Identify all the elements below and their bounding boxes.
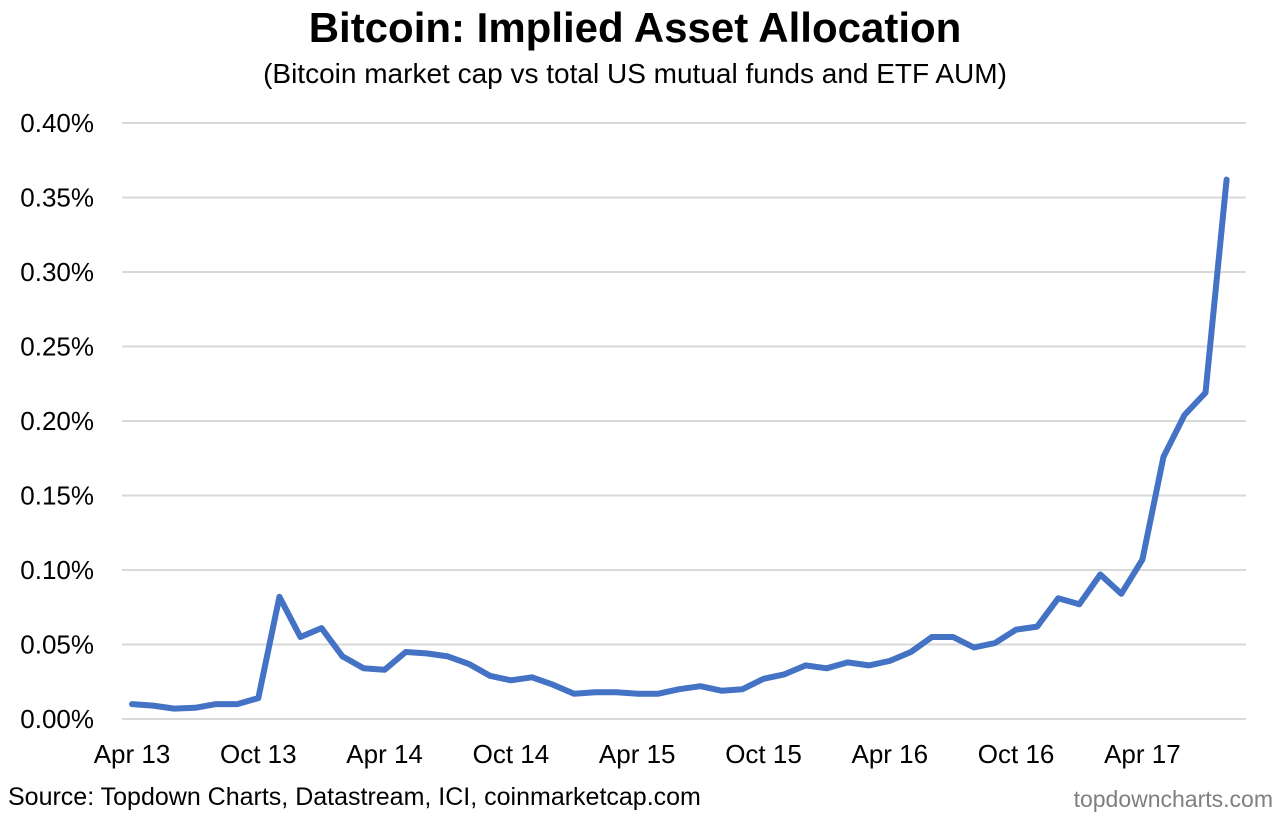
x-axis-ticks: Apr 13 Oct 13 Apr 14 Oct 14 Apr 15 Oct 15 Apr … [94, 739, 1181, 769]
x-tick-label: Oct 13 [220, 739, 297, 769]
gridlines [122, 122, 1246, 720]
y-tick-label: 0.40% [20, 108, 94, 138]
y-tick-label: 0.05% [20, 630, 94, 660]
y-tick-label: 0.00% [20, 704, 94, 734]
source-note: Source: Topdown Charts, Datastream, ICI,… [8, 783, 701, 811]
watermark: topdowncharts.com [1073, 786, 1273, 812]
y-axis-ticks: 0.00% 0.05% 0.10% 0.15% 0.20% 0.25% 0.30% 0.35%… [20, 108, 94, 734]
y-tick-label: 0.15% [20, 481, 94, 511]
series-layer [129, 176, 1230, 712]
x-tick-label: Apr 14 [346, 739, 423, 769]
x-tick-label: Oct 15 [725, 739, 802, 769]
x-tick-label: Oct 14 [473, 739, 550, 769]
x-tick-label: Apr 16 [851, 739, 928, 769]
x-tick-label: Apr 17 [1104, 739, 1181, 769]
y-tick-label: 0.35% [20, 183, 94, 213]
y-tick-label: 0.30% [20, 257, 94, 287]
series-line [129, 176, 1230, 712]
y-tick-label: 0.25% [20, 332, 94, 362]
x-tick-label: Apr 13 [94, 739, 171, 769]
y-tick-label: 0.10% [20, 555, 94, 585]
chart-subtitle: (Bitcoin market cap vs total US mutual f… [263, 58, 1007, 89]
chart-title: Bitcoin: Implied Asset Allocation [308, 4, 962, 51]
y-tick-label: 0.20% [20, 406, 94, 436]
x-tick-label: Apr 15 [599, 739, 676, 769]
x-tick-label: Oct 16 [978, 739, 1055, 769]
